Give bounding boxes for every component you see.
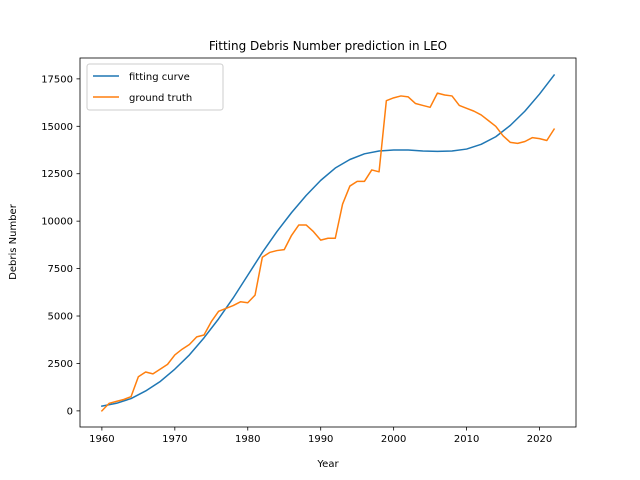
x-tick-label: 2000 — [381, 434, 406, 445]
y-tick-label: 17500 — [41, 74, 73, 85]
y-tick-label: 0 — [67, 406, 73, 417]
legend-label: ground truth — [129, 93, 192, 104]
y-tick-label: 15000 — [41, 122, 73, 133]
legend-label: fitting curve — [129, 72, 190, 83]
y-tick-label: 10000 — [41, 217, 73, 228]
x-tick-label: 1980 — [235, 434, 260, 445]
x-tick-label: 1960 — [89, 434, 114, 445]
x-tick-label: 2020 — [527, 434, 552, 445]
x-axis: 1960 1970 1980 1990 2000 2010 2020 — [89, 427, 552, 445]
series-line-ground-truth — [100, 92, 556, 412]
y-axis: 0 2500 5000 7500 10000 12500 15000 17500 — [41, 74, 80, 417]
legend: fitting curve ground truth — [86, 63, 224, 111]
x-tick-label: 1990 — [308, 434, 333, 445]
x-tick-label: 2010 — [454, 434, 479, 445]
x-axis-label: Year — [316, 459, 339, 470]
y-tick-label: 12500 — [41, 169, 73, 180]
x-tick-label: 1970 — [162, 434, 187, 445]
plot-frame — [79, 57, 577, 428]
y-tick-label: 2500 — [48, 359, 73, 370]
chart-title: Fitting Debris Number prediction in LEO — [209, 39, 447, 53]
y-axis-label: Debris Number — [8, 203, 19, 280]
series-layer — [100, 74, 556, 412]
y-tick-label: 5000 — [48, 312, 73, 323]
series-line-fitting-curve — [101, 74, 556, 408]
legend-frame — [86, 63, 224, 111]
y-tick-label: 7500 — [48, 264, 73, 275]
